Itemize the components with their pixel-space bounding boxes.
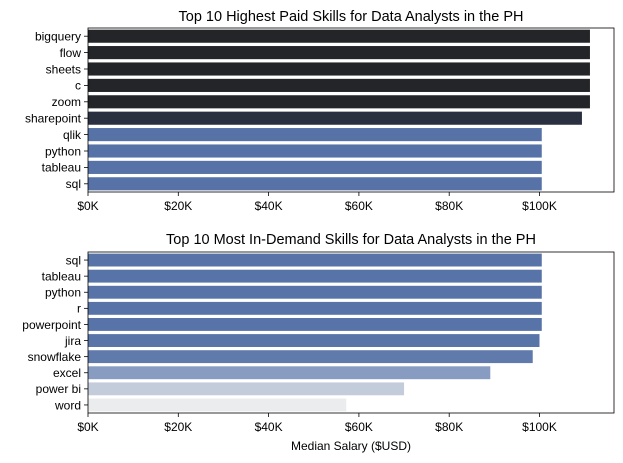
y-tick-label: zoom bbox=[52, 95, 81, 109]
bar-qlik bbox=[88, 128, 542, 142]
x-tick-label: $0K bbox=[77, 420, 98, 434]
y-tick-label: powerpoint bbox=[22, 318, 81, 332]
y-tick-label: r bbox=[77, 302, 81, 316]
y-tick-label: sheets bbox=[46, 62, 81, 76]
x-tick-label: $100K bbox=[522, 420, 557, 434]
bar-r bbox=[88, 301, 542, 315]
bar-word bbox=[88, 398, 347, 412]
x-tick-label: $0K bbox=[77, 199, 98, 213]
y-tick-label: power bi bbox=[36, 382, 81, 396]
bar-bigquery bbox=[88, 29, 590, 43]
y-tick-label: tableau bbox=[42, 161, 81, 175]
bar-sql bbox=[88, 177, 542, 191]
bar-tableau bbox=[88, 269, 542, 283]
x-tick-label: $60K bbox=[345, 420, 373, 434]
bar-python bbox=[88, 285, 542, 299]
x-axis-label: Median Salary ($USD) bbox=[291, 439, 411, 453]
chart-title: Top 10 Most In-Demand Skills for Data An… bbox=[166, 232, 536, 248]
bar-c bbox=[88, 78, 590, 92]
chart-panel-1: Top 10 Highest Paid Skills for Data Anal… bbox=[25, 9, 615, 213]
y-tick-label: jira bbox=[64, 334, 81, 348]
plot-frame bbox=[87, 27, 615, 193]
y-tick-label: sql bbox=[66, 253, 81, 267]
x-tick-label: $40K bbox=[255, 199, 283, 213]
bar-flow bbox=[88, 46, 590, 60]
y-tick-label: python bbox=[45, 286, 81, 300]
chart-title: Top 10 Highest Paid Skills for Data Anal… bbox=[179, 9, 524, 25]
bar-python bbox=[88, 144, 542, 158]
y-tick-label: snowflake bbox=[28, 350, 82, 364]
x-tick-label: $60K bbox=[345, 199, 373, 213]
y-tick-label: c bbox=[75, 79, 81, 93]
y-tick-label: qlik bbox=[63, 128, 82, 142]
chart-panel-2: Top 10 Most In-Demand Skills for Data An… bbox=[22, 232, 615, 453]
y-tick-label: flow bbox=[60, 46, 82, 60]
bar-snowflake bbox=[88, 350, 533, 364]
y-tick-label: sql bbox=[66, 177, 81, 191]
x-tick-label: $80K bbox=[435, 420, 463, 434]
bar-power-bi bbox=[88, 382, 405, 396]
x-tick-label: $40K bbox=[255, 420, 283, 434]
bar-powerpoint bbox=[88, 318, 542, 331]
bar-zoom bbox=[88, 95, 590, 109]
plot-frame bbox=[87, 251, 615, 414]
bar-excel bbox=[88, 366, 491, 380]
x-tick-label: $20K bbox=[164, 199, 192, 213]
y-tick-label: tableau bbox=[42, 269, 81, 283]
x-tick-label: $100K bbox=[522, 199, 557, 213]
x-tick-label: $80K bbox=[435, 199, 463, 213]
bar-tableau bbox=[88, 160, 542, 174]
y-tick-label: sharepoint bbox=[25, 112, 82, 126]
y-tick-label: word bbox=[54, 398, 81, 412]
y-tick-label: python bbox=[45, 144, 81, 158]
y-tick-label: excel bbox=[53, 366, 81, 380]
bar-sql bbox=[88, 253, 542, 267]
y-tick-label: bigquery bbox=[35, 30, 81, 44]
x-tick-label: $20K bbox=[164, 420, 192, 434]
bar-sheets bbox=[88, 62, 590, 76]
bar-jira bbox=[88, 334, 540, 347]
bar-sharepoint bbox=[88, 111, 582, 125]
